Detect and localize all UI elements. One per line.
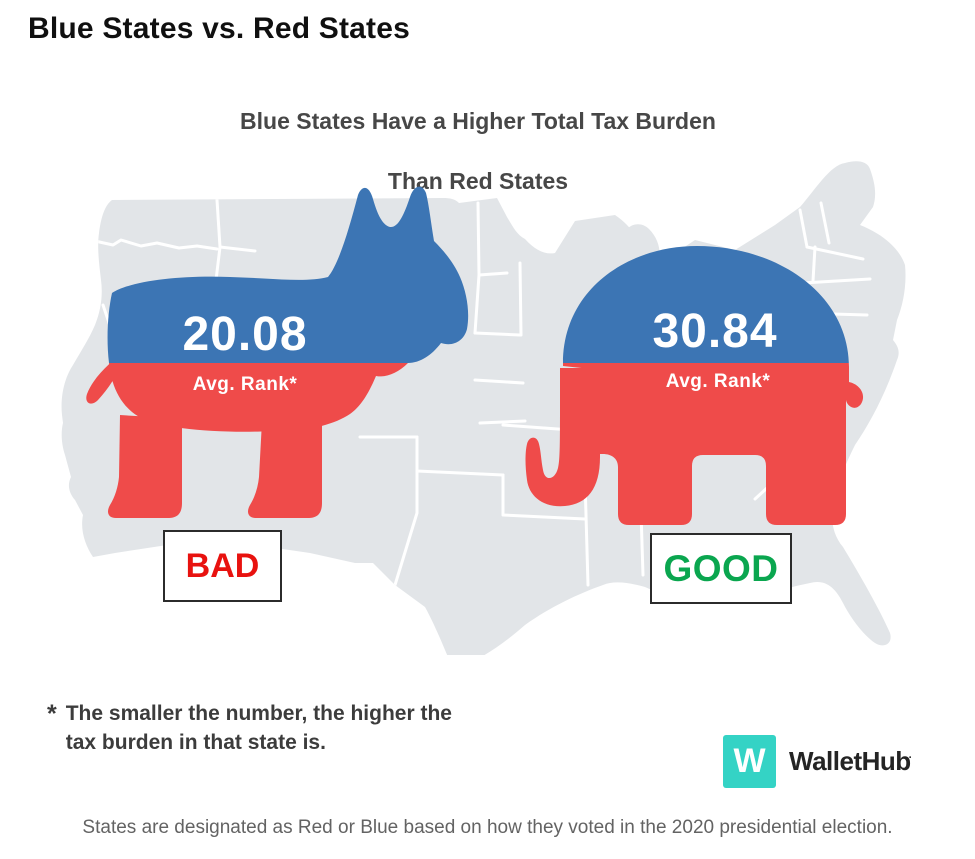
footnote-line1: The smaller the number, the higher the — [65, 702, 452, 725]
footnote-line2: tax burden in that state is. — [65, 731, 326, 754]
wallethub-logo: W WalletHub· — [723, 735, 914, 788]
republican-verdict-badge: GOOD — [650, 533, 792, 604]
wallethub-w-icon: W — [723, 735, 776, 788]
chart-title-line1: Blue States Have a Higher Total Tax Burd… — [240, 108, 716, 134]
democrat-donkey-icon — [86, 186, 469, 518]
republican-elephant-icon — [525, 246, 864, 525]
footnote: * The smaller the number, the higher the… — [47, 699, 452, 757]
good-label: GOOD — [663, 547, 779, 589]
trademark-mark: · — [908, 752, 913, 764]
asterisk-marker: * — [47, 700, 57, 728]
page-title: Blue States vs. Red States — [28, 12, 411, 45]
footnote-text: The smaller the number, the higher the t… — [66, 699, 452, 757]
bad-label: BAD — [185, 546, 260, 585]
logo-letter: W — [733, 742, 766, 780]
democrat-verdict-badge: BAD — [163, 530, 282, 602]
wallethub-wordmark: WalletHub· — [789, 746, 913, 776]
source-note: States are designated as Red or Blue bas… — [82, 817, 893, 838]
